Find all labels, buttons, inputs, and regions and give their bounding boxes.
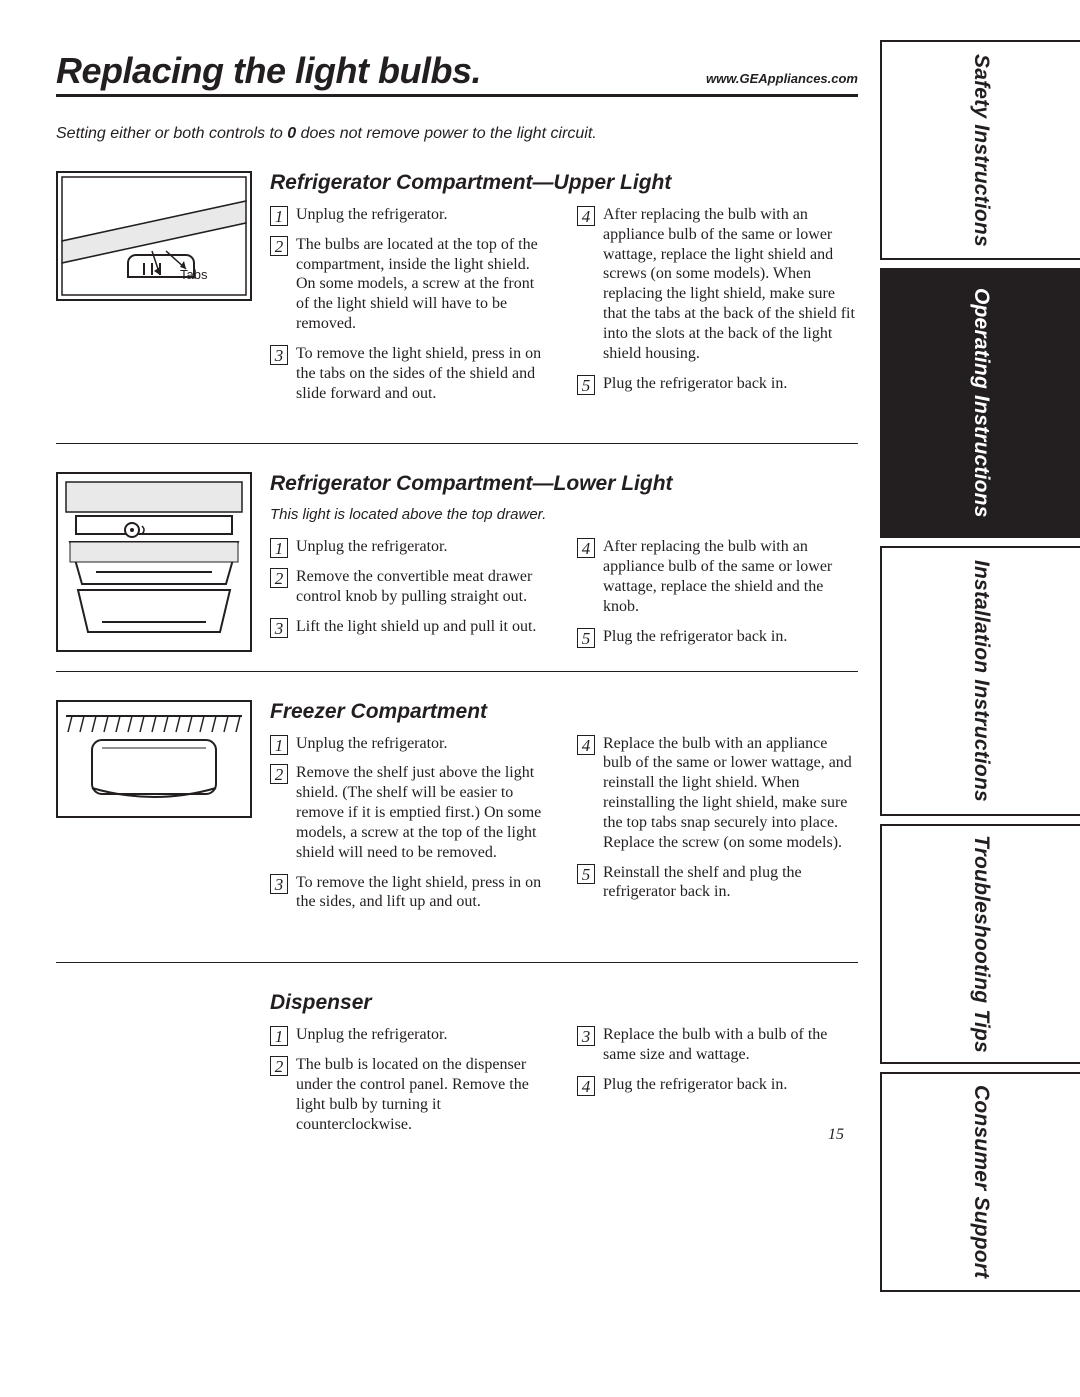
step-text: After replacing the bulb with an applian… [603,206,855,362]
steps-lower-right: 4 After replacing the bulb with an applia… [577,537,858,656]
tab-label: Safety Instructions [969,54,993,247]
tab-label: Operating Instructions [969,288,993,518]
tab-label: Consumer Support [969,1085,993,1278]
intro-before: Setting either or both controls to [56,125,287,142]
step-text: Plug the refrigerator back in. [603,1076,787,1093]
subhead-upper: Refrigerator Compartment—Upper Light [270,171,858,195]
step-number: 1 [270,1026,288,1046]
step: 4 Plug the refrigerator back in. [577,1075,858,1095]
step-text: To remove the light shield, press in on … [296,345,541,402]
step-text: Replace the bulb with a bulb of the same… [603,1026,827,1063]
steps-freezer-right: 4 Replace the bulb with an appliance bulb… [577,734,858,923]
step-number: 1 [270,538,288,558]
step: 2 The bulbs are located at the top of the… [270,235,551,334]
step: 2 The bulb is located on the dispenser un… [270,1055,551,1134]
steps-lower-left: 1 Unplug the refrigerator. 2 Remove the co… [270,537,551,656]
subhead-dispenser: Dispenser [270,991,858,1015]
step: 2 Remove the shelf just above the light s… [270,763,551,862]
step-number: 2 [270,236,288,256]
step-number: 3 [270,874,288,894]
step-number: 4 [577,735,595,755]
step: 5 Plug the refrigerator back in. [577,627,858,647]
step: 1 Unplug the refrigerator. [270,734,551,754]
step-number: 4 [577,538,595,558]
step: 1 Unplug the refrigerator. [270,537,551,557]
page-title: Replacing the light bulbs. [56,50,481,92]
steps-upper-left: 1 Unplug the refrigerator. 2 The bulbs are… [270,205,551,413]
step-text: Plug the refrigerator back in. [603,375,787,392]
step: 3 To remove the light shield, press in on… [270,873,551,913]
step-number: 5 [577,864,595,884]
step-text: Unplug the refrigerator. [296,538,448,555]
page-number: 15 [828,1126,844,1144]
step-number: 1 [270,735,288,755]
tab-label: Installation Instructions [969,560,993,802]
subhead-freezer: Freezer Compartment [270,700,858,724]
step-number: 2 [270,764,288,784]
intro-note: Setting either or both controls to 0 doe… [56,125,858,143]
step-text: Reinstall the shelf and plug the refrige… [603,864,802,901]
tab-safety[interactable]: Safety Instructions [880,40,1080,260]
step: 3 To remove the light shield, press in on… [270,344,551,403]
step-text: Unplug the refrigerator. [296,1026,448,1043]
step: 3 Lift the light shield up and pull it ou… [270,617,551,637]
step-text: Lift the light shield up and pull it out… [296,618,536,635]
section-upper-light: Tabs Refrigerator Compartment—Upper Ligh… [56,143,858,413]
step-text: The bulbs are located at the top of the … [296,236,538,332]
illustration-upper: Tabs [56,171,252,413]
page-header: Replacing the light bulbs. www.GEApplian… [56,50,858,97]
steps-upper-right: 4 After replacing the bulb with an applia… [577,205,858,413]
step: 4 Replace the bulb with an appliance bulb… [577,734,858,853]
step-text: The bulb is located on the dispenser und… [296,1056,529,1132]
step-number: 2 [270,568,288,588]
step: 3 Replace the bulb with a bulb of the sam… [577,1025,858,1065]
tab-trouble[interactable]: Troubleshooting Tips [880,824,1080,1064]
site-url: www.GEAppliances.com [706,71,858,86]
step-text: Replace the bulb with an appliance bulb … [603,735,852,851]
steps-dispenser-right: 3 Replace the bulb with a bulb of the sam… [577,1025,858,1144]
step-number: 3 [270,345,288,365]
subhead-lower: Refrigerator Compartment—Lower Light [270,472,858,496]
step: 1 Unplug the refrigerator. [270,1025,551,1045]
step: 2 Remove the convertible meat drawer cont… [270,567,551,607]
step: 4 After replacing the bulb with an applia… [577,537,858,616]
step-number: 5 [577,628,595,648]
steps-freezer-left: 1 Unplug the refrigerator. 2 Remove the sh… [270,734,551,923]
illustration-lower [56,472,252,656]
tab-operate[interactable]: Operating Instructions [880,268,1080,538]
tab-install[interactable]: Installation Instructions [880,546,1080,816]
step-text: Plug the refrigerator back in. [603,628,787,645]
step: 5 Reinstall the shelf and plug the refrig… [577,863,858,903]
step-text: After replacing the bulb with an applian… [603,538,832,614]
step-number: 2 [270,1056,288,1076]
illustration-dispenser-empty [56,991,252,1144]
step-text: Unplug the refrigerator. [296,206,448,223]
step-number: 4 [577,1076,595,1096]
section-dispenser: Dispenser 1 Unplug the refrigerator. 2 The… [56,963,858,1144]
step-number: 5 [577,375,595,395]
step: 4 After replacing the bulb with an applia… [577,205,858,364]
section-tabs: Safety Instructions Operating Instructio… [880,40,1080,1360]
step-number: 1 [270,206,288,226]
section-freezer: Freezer Compartment 1 Unplug the refriger… [56,672,858,923]
intro-after: does not remove power to the light circu… [296,125,597,142]
step-number: 3 [270,618,288,638]
step: 1 Unplug the refrigerator. [270,205,551,225]
step-number: 3 [577,1026,595,1046]
step-text: Remove the convertible meat drawer contr… [296,568,532,605]
tab-label: Troubleshooting Tips [969,835,993,1053]
tab-support[interactable]: Consumer Support [880,1072,1080,1292]
step-text: Unplug the refrigerator. [296,735,448,752]
steps-dispenser-left: 1 Unplug the refrigerator. 2 The bulb is l… [270,1025,551,1144]
illustration-freezer [56,700,252,923]
intro-bold: 0 [287,125,296,142]
step: 5 Plug the refrigerator back in. [577,374,858,394]
step-text: To remove the light shield, press in on … [296,874,541,911]
page-content: Replacing the light bulbs. www.GEApplian… [56,50,858,1144]
step-text: Remove the shelf just above the light sh… [296,764,541,860]
note-lower: This light is located above the top draw… [270,506,858,523]
section-lower-light: Refrigerator Compartment—Lower Light Thi… [56,444,858,656]
step-number: 4 [577,206,595,226]
